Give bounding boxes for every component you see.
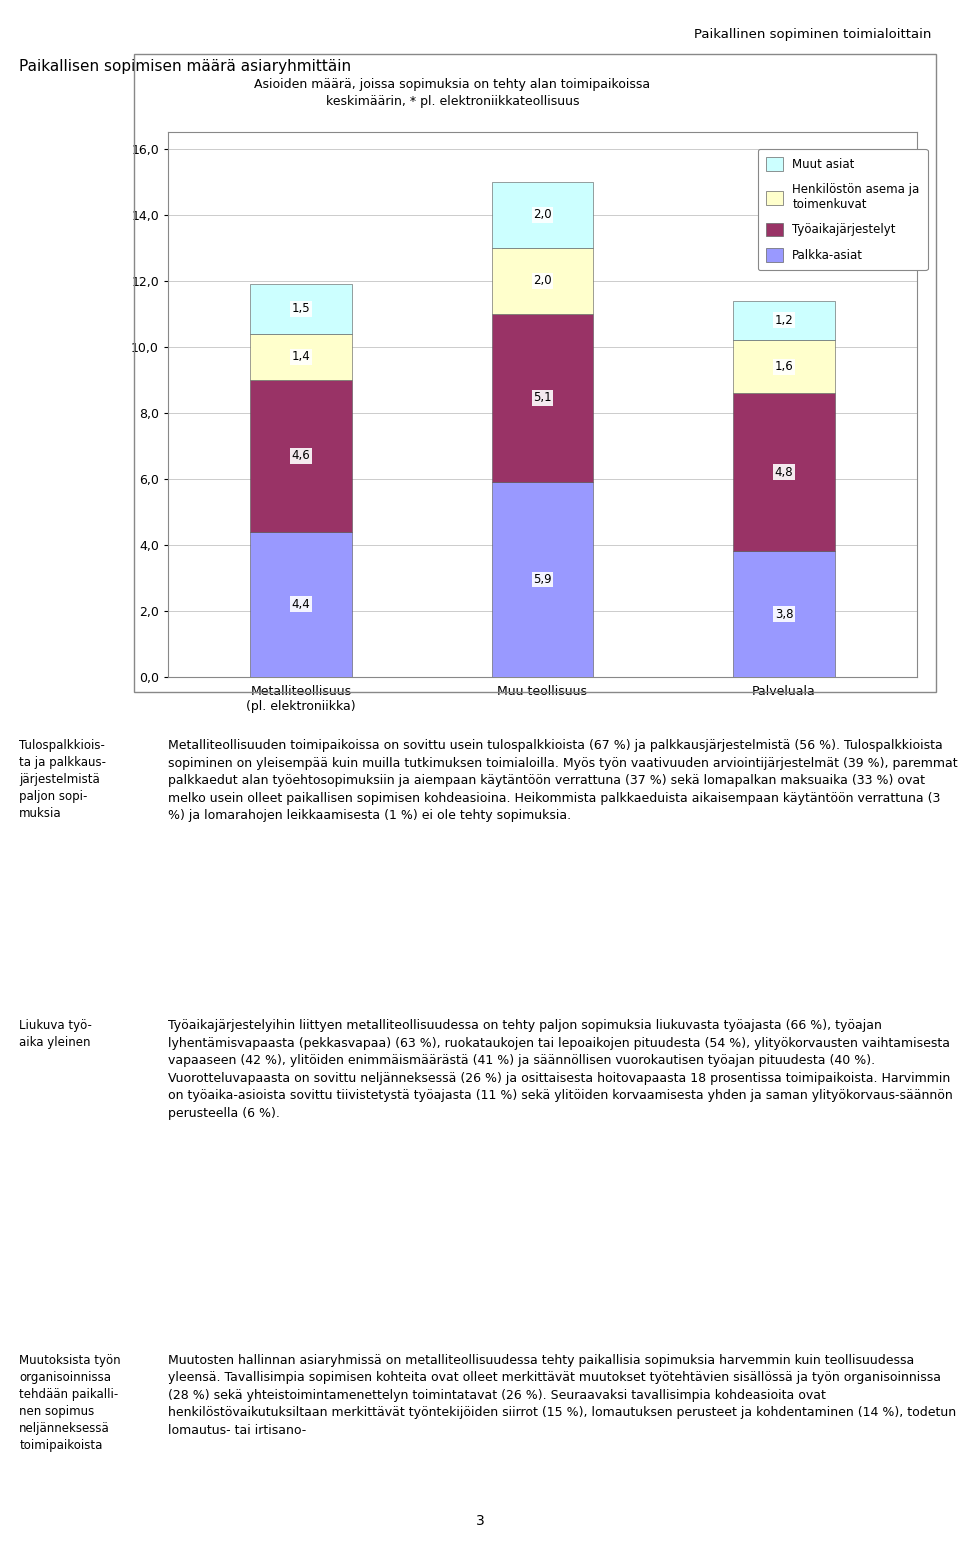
Text: Muutoksista työn
organisoinnissa
tehdään paikalli-
nen sopimus
neljänneksessä
to: Muutoksista työn organisoinnissa tehdään… xyxy=(19,1354,121,1452)
Text: 3,8: 3,8 xyxy=(775,608,793,621)
Bar xyxy=(733,300,834,341)
Bar xyxy=(492,182,593,247)
Text: 2,0: 2,0 xyxy=(533,274,552,288)
Bar xyxy=(492,314,593,482)
Bar xyxy=(733,394,834,551)
Bar xyxy=(492,247,593,314)
Text: Metalliteollisuuden toimipaikoissa on sovittu usein tulospalkkioista (67 %) ja p: Metalliteollisuuden toimipaikoissa on so… xyxy=(168,739,958,822)
Bar xyxy=(251,333,351,380)
Text: 5,9: 5,9 xyxy=(533,573,552,587)
Text: 1,2: 1,2 xyxy=(775,314,793,327)
Text: 2,0: 2,0 xyxy=(533,209,552,221)
Text: 4,4: 4,4 xyxy=(292,598,310,612)
Bar xyxy=(251,532,351,677)
Text: 4,8: 4,8 xyxy=(775,465,793,479)
Text: 3: 3 xyxy=(475,1514,485,1528)
Text: 1,6: 1,6 xyxy=(775,359,793,373)
Text: Liukuva työ-
aika yleinen: Liukuva työ- aika yleinen xyxy=(19,1019,92,1049)
Text: 1,4: 1,4 xyxy=(292,350,310,363)
Legend: Muut asiat, Henkilöstön asema ja
toimenkuvat, Työaikajärjestelyt, Palkka-asiat: Muut asiat, Henkilöstön asema ja toimenk… xyxy=(758,149,927,271)
Text: Muutosten hallinnan asiaryhmissä on metalliteollisuudessa tehty paikallisia sopi: Muutosten hallinnan asiaryhmissä on meta… xyxy=(168,1354,956,1436)
Bar xyxy=(733,341,834,394)
Text: Paikallisen sopimisen määrä asiaryhmittäin: Paikallisen sopimisen määrä asiaryhmittä… xyxy=(19,59,351,75)
Text: Työaikajärjestelyihin liittyen metalliteollisuudessa on tehty paljon sopimuksia : Työaikajärjestelyihin liittyen metallite… xyxy=(168,1019,952,1120)
Text: Tulospalkkiois-
ta ja palkkaus-
järjestelmistä
paljon sopi-
muksia: Tulospalkkiois- ta ja palkkaus- järjeste… xyxy=(19,739,107,820)
Text: Asioiden määrä, joissa sopimuksia on tehty alan toimipaikoissa
keskimäärin, * pl: Asioiden määrä, joissa sopimuksia on teh… xyxy=(254,78,651,107)
Text: Paikallinen sopiminen toimialoittain: Paikallinen sopiminen toimialoittain xyxy=(694,28,931,40)
Bar xyxy=(251,285,351,333)
Bar xyxy=(251,380,351,532)
Text: 4,6: 4,6 xyxy=(292,450,310,462)
Text: 5,1: 5,1 xyxy=(533,392,552,405)
Bar xyxy=(733,551,834,677)
Text: 1,5: 1,5 xyxy=(292,302,310,316)
Bar xyxy=(492,482,593,677)
